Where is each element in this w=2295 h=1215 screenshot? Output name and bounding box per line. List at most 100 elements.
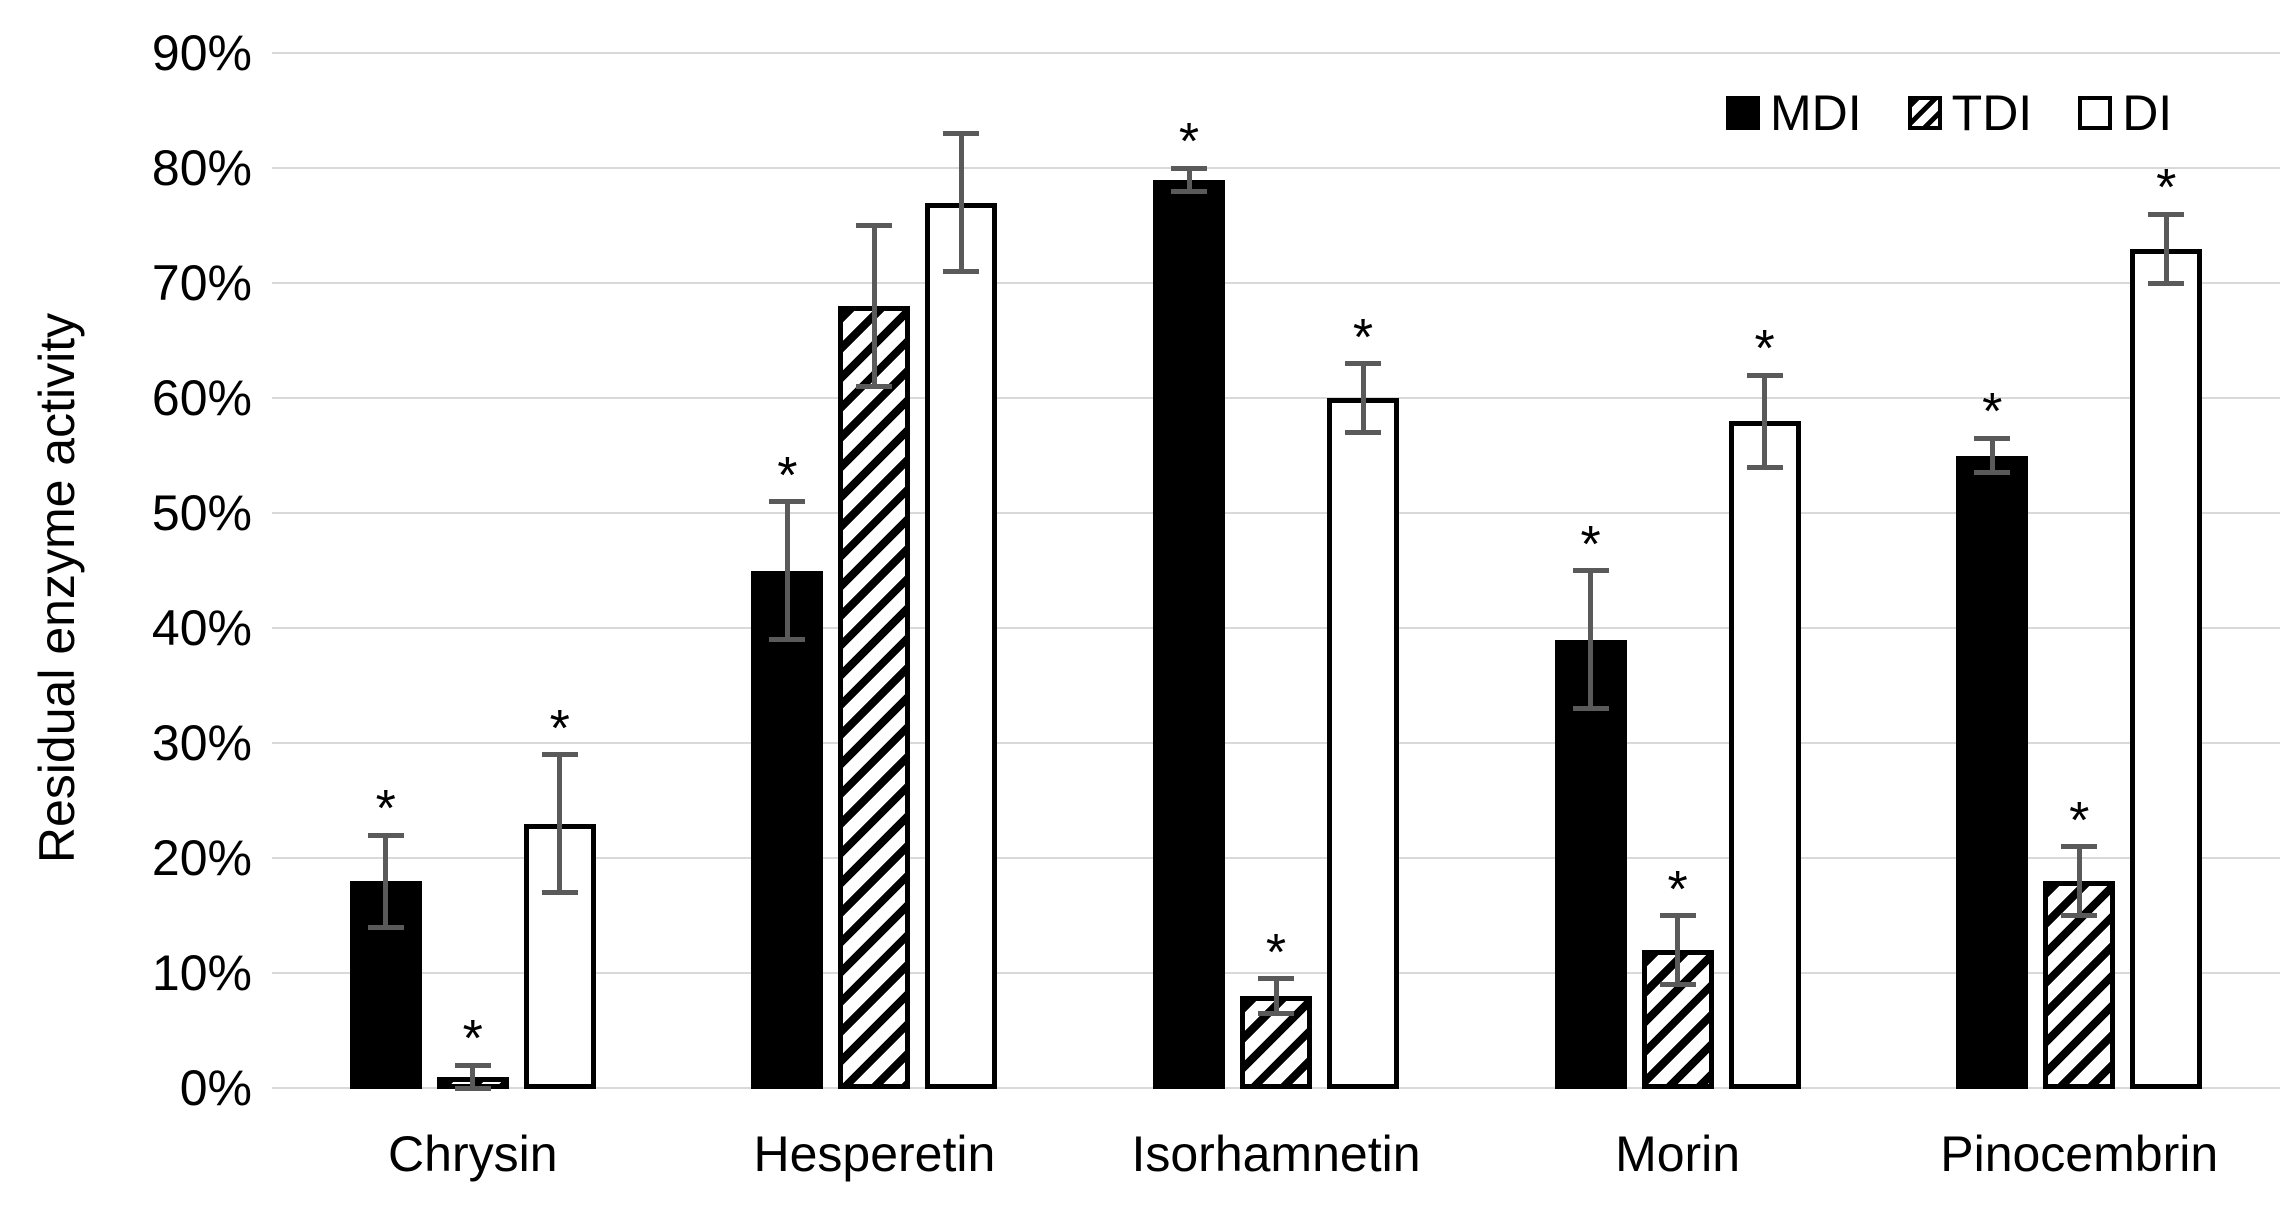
gridline-80 [272, 167, 2280, 169]
bar-di-isorhamnetin [1327, 398, 1399, 1089]
error-bar-stem [784, 501, 790, 640]
error-bar-cap-bottom [1171, 188, 1207, 194]
error-bar-cap-bottom [367, 924, 404, 930]
legend-label-mdi: MDI [1770, 85, 1862, 141]
legend-label-di: DI [2122, 85, 2173, 141]
bar-di-morin [1728, 421, 1801, 1089]
error-bar-cap-top [856, 223, 893, 228]
significance-asterisk: * [549, 699, 570, 758]
legend-marker-tdi-icon [1907, 96, 1942, 130]
significance-asterisk: * [1352, 308, 1374, 367]
error-bar-cap-bottom [1746, 464, 1783, 470]
error-bar-cap-bottom [541, 890, 578, 895]
y-tick-label-80: 80% [151, 140, 252, 196]
bar-di-hesperetin [925, 202, 998, 1089]
error-bar-cap-top [943, 131, 980, 136]
error-bar-cap-top [454, 1062, 491, 1068]
y-tick-label-70: 70% [151, 255, 252, 311]
legend-item-di: DI [2078, 88, 2172, 138]
bar-mdi-hesperetin [751, 570, 824, 1089]
gridline-10 [272, 972, 2280, 974]
error-bar-cap-top [1572, 568, 1609, 573]
y-tick-label-0: 0% [179, 1060, 252, 1116]
error-bar-stem [871, 225, 877, 387]
category-label-pinocembrin: Pinocembrin [1940, 1126, 2219, 1182]
error-bar-stem [1675, 915, 1681, 985]
error-bar-cap-bottom [769, 637, 806, 642]
error-bar-cap-bottom [1974, 470, 2011, 476]
gridline-70 [272, 282, 2280, 284]
y-tick-label-50: 50% [151, 485, 252, 541]
error-bar-stem [1186, 168, 1192, 191]
error-bar-stem [1762, 375, 1768, 467]
bar-di-pinocembrin [2130, 248, 2203, 1089]
category-label-hesperetin: Hesperetin [753, 1126, 996, 1182]
category-label-isorhamnetin: Isorhamnetin [1131, 1126, 1421, 1182]
gridline-30 [272, 742, 2280, 744]
significance-asterisk: * [1265, 923, 1287, 982]
error-bar-stem [2163, 214, 2169, 283]
legend-item-tdi: TDI [1907, 85, 2033, 141]
legend: MDI TDI DI [1726, 88, 2172, 138]
error-bar-stem [470, 1065, 476, 1088]
significance-asterisk: * [375, 780, 396, 838]
error-bar-stem [1360, 363, 1366, 433]
gridline-90 [272, 52, 2280, 54]
error-bar-stem [383, 835, 389, 927]
error-bar-cap-bottom [1659, 982, 1696, 987]
error-bar-cap-top [1746, 372, 1783, 378]
gridline-50 [272, 512, 2280, 514]
y-tick-label-20: 20% [151, 830, 252, 886]
error-bar-cap-bottom [1345, 430, 1381, 435]
error-bar-cap-top [1171, 165, 1207, 171]
error-bar-cap-bottom [2148, 280, 2185, 286]
error-bar-cap-top [1974, 435, 2011, 441]
error-bar-stem [1273, 978, 1279, 1014]
y-tick-label-40: 40% [151, 600, 252, 656]
significance-asterisk: * [1580, 515, 1601, 574]
error-bar-cap-top [769, 499, 806, 504]
error-bar-cap-top [2061, 844, 2098, 849]
error-bar-stem [557, 754, 563, 893]
gridline-20 [272, 857, 2280, 859]
legend-marker-di-icon [2078, 96, 2113, 130]
category-label-morin: Morin [1615, 1126, 1741, 1182]
significance-asterisk: * [2069, 791, 2090, 850]
error-bar-stem [2076, 846, 2082, 916]
significance-asterisk: * [1982, 383, 2003, 442]
error-bar-cap-top [1258, 976, 1294, 982]
bar-mdi-isorhamnetin [1153, 179, 1225, 1089]
error-bar-cap-top [1659, 913, 1696, 918]
significance-asterisk: * [462, 1010, 483, 1068]
bar-tdi-hesperetin [838, 306, 911, 1089]
significance-asterisk: * [1178, 113, 1200, 171]
error-bar-cap-top [367, 832, 404, 838]
significance-asterisk: * [777, 446, 798, 505]
legend-label-tdi: TDI [1951, 85, 2033, 141]
error-bar-cap-bottom [856, 384, 893, 389]
error-bar-stem [958, 133, 964, 272]
bar-mdi-morin [1554, 639, 1627, 1089]
error-bar-cap-bottom [1572, 706, 1609, 711]
error-bar-stem [1588, 570, 1594, 709]
error-bar-cap-top [1345, 361, 1381, 366]
y-tick-label-10: 10% [151, 945, 252, 1001]
error-bar-cap-bottom [2061, 913, 2098, 918]
legend-item-mdi: MDI [1726, 88, 1862, 138]
y-tick-label-30: 30% [151, 715, 252, 771]
error-bar-cap-top [541, 752, 578, 757]
error-bar-cap-bottom [943, 269, 980, 274]
error-bar-stem [1989, 438, 1995, 473]
y-tick-label-90: 90% [151, 25, 252, 81]
significance-asterisk: * [2156, 159, 2177, 217]
gridline-40 [272, 627, 2280, 629]
category-label-chrysin: Chrysin [388, 1126, 558, 1182]
bar-mdi-pinocembrin [1956, 455, 2029, 1089]
legend-marker-mdi-icon [1726, 96, 1760, 130]
y-tick-label-60: 60% [151, 370, 252, 426]
error-bar-cap-bottom [1258, 1010, 1294, 1016]
error-bar-cap-bottom [454, 1085, 491, 1091]
significance-asterisk: * [1754, 320, 1775, 378]
error-bar-cap-top [2148, 211, 2185, 217]
